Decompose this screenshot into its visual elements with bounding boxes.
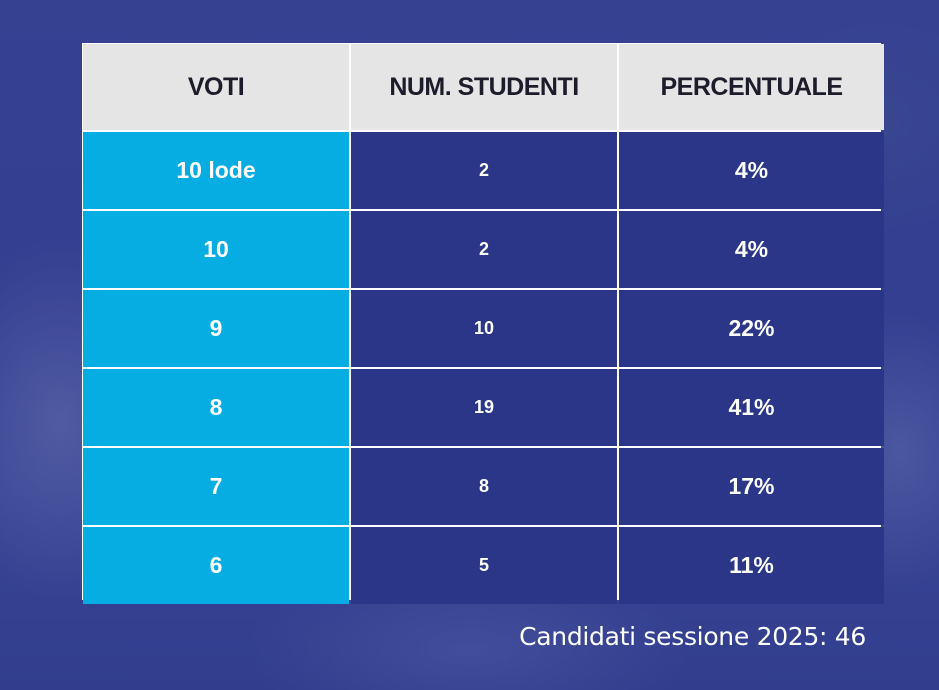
row-studenti: 8 xyxy=(351,448,617,525)
row-percentuale: 4% xyxy=(619,211,884,288)
row-voto: 7 xyxy=(83,448,349,525)
row-studenti: 19 xyxy=(351,369,617,446)
row-percentuale: 41% xyxy=(619,369,884,446)
row-percentuale: 11% xyxy=(619,527,884,604)
row-voto: 6 xyxy=(83,527,349,604)
row-voto: 8 xyxy=(83,369,349,446)
row-studenti: 2 xyxy=(351,132,617,209)
row-voto: 9 xyxy=(83,290,349,367)
header-voti: VOTI xyxy=(83,44,349,130)
results-table: VOTI NUM. STUDENTI PERCENTUALE 10 lode 2… xyxy=(82,43,884,604)
row-percentuale: 4% xyxy=(619,132,884,209)
row-voto: 10 lode xyxy=(83,132,349,209)
row-studenti: 2 xyxy=(351,211,617,288)
row-percentuale: 22% xyxy=(619,290,884,367)
row-voto: 10 xyxy=(83,211,349,288)
header-num-studenti: NUM. STUDENTI xyxy=(351,44,617,130)
row-studenti: 5 xyxy=(351,527,617,604)
row-percentuale: 17% xyxy=(619,448,884,525)
header-percentuale: PERCENTUALE xyxy=(619,44,884,130)
row-studenti: 10 xyxy=(351,290,617,367)
candidati-total: Candidati sessione 2025: 46 xyxy=(519,622,866,651)
